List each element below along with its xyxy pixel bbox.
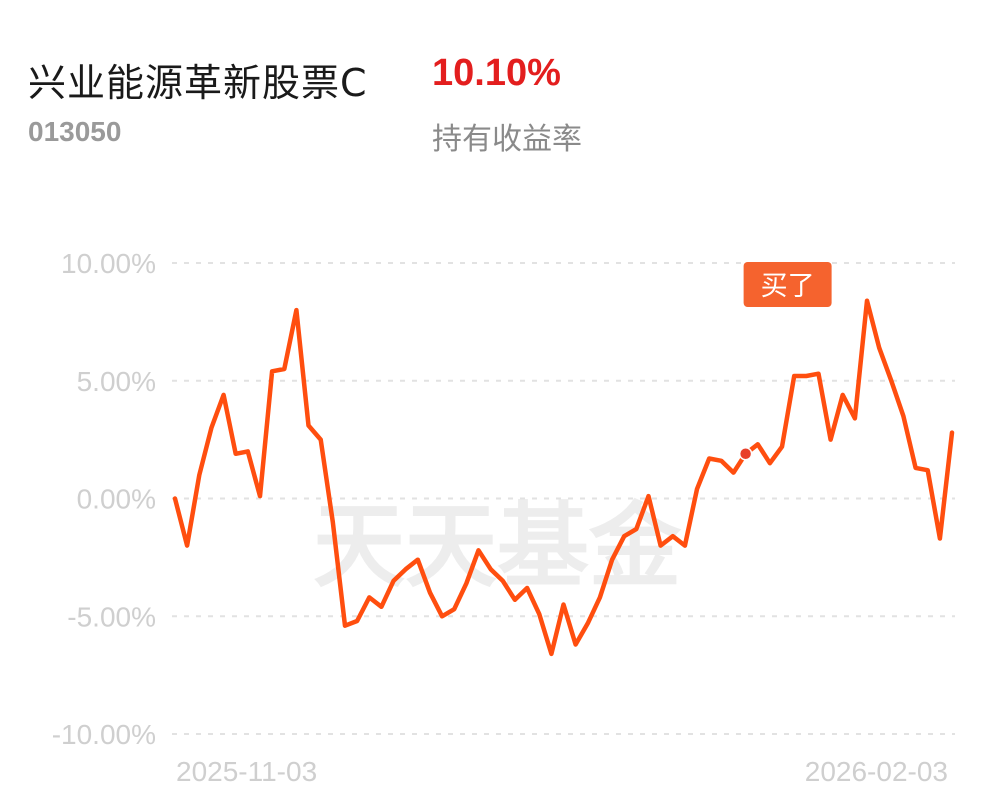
data-point: [659, 544, 663, 548]
y-tick-label: 5.00%: [77, 366, 156, 397]
data-point: [610, 558, 614, 562]
data-point: [586, 621, 590, 625]
data-point: [622, 534, 626, 538]
data-point: [901, 414, 905, 418]
data-point: [683, 544, 687, 548]
data-point: [804, 374, 808, 378]
buy-marker-flag[interactable]: [743, 262, 832, 307]
data-point: [695, 487, 699, 491]
data-point: [914, 466, 918, 470]
data-point: [331, 520, 335, 524]
data-point: [865, 299, 869, 303]
data-point: [537, 612, 541, 616]
data-point: [756, 442, 760, 446]
watermark: 天天基金: [313, 492, 682, 600]
data-point: [780, 445, 784, 449]
buy-marker-label: 买了: [761, 271, 815, 302]
data-point: [464, 581, 468, 585]
data-point: [477, 548, 481, 552]
y-tick-label: 10.00%: [61, 248, 156, 279]
data-point: [440, 614, 444, 618]
data-point: [173, 497, 177, 501]
data-point: [574, 643, 578, 647]
data-point: [379, 605, 383, 609]
data-point: [513, 598, 517, 602]
data-point: [731, 471, 735, 475]
data-point: [792, 374, 796, 378]
data-point: [950, 431, 954, 435]
data-point: [525, 586, 529, 590]
data-point: [319, 438, 323, 442]
y-tick-label: 0.00%: [77, 484, 156, 515]
data-point: [671, 534, 675, 538]
data-point: [707, 456, 711, 460]
data-point: [938, 537, 942, 541]
data-point: [416, 558, 420, 562]
data-point: [719, 459, 723, 463]
data-point: [282, 367, 286, 371]
data-point: [222, 393, 226, 397]
data-point: [270, 369, 274, 373]
data-point: [841, 393, 845, 397]
data-point: [355, 619, 359, 623]
fund-name: 兴业能源革新股票C: [28, 61, 368, 105]
holding-return-value: 10.10%: [432, 52, 561, 94]
data-point: [877, 346, 881, 350]
data-point: [185, 544, 189, 548]
data-point: [634, 527, 638, 531]
data-point: [829, 438, 833, 442]
data-point: [209, 426, 213, 430]
data-point: [646, 494, 650, 498]
data-point: [234, 452, 238, 456]
data-point: [501, 579, 505, 583]
series-line: [172, 298, 955, 657]
data-point: [768, 461, 772, 465]
fund-code: 013050: [28, 116, 122, 147]
data-point: [489, 567, 493, 571]
data-point: [246, 449, 250, 453]
data-point: [926, 468, 930, 472]
y-tick-label: -10.00%: [52, 719, 156, 750]
data-point: [307, 423, 311, 427]
data-point: [258, 494, 262, 498]
y-tick-label: -5.00%: [67, 601, 156, 632]
x-tick-label: 2025-11-03: [176, 756, 317, 787]
data-point: [343, 624, 347, 628]
data-point: [549, 652, 553, 656]
data-point: [392, 579, 396, 583]
holding-return-label: 持有收益率: [432, 122, 582, 157]
data-point: [889, 379, 893, 383]
x-tick-label: 2026-02-03: [805, 756, 948, 787]
data-point: [598, 595, 602, 599]
data-point: [367, 595, 371, 599]
buy-point-dot: [738, 447, 753, 461]
data-point: [404, 567, 408, 571]
data-point: [294, 308, 298, 312]
data-point: [428, 591, 432, 595]
data-point: [452, 607, 456, 611]
data-point: [562, 602, 566, 606]
data-point: [197, 473, 201, 477]
data-point: [816, 372, 820, 376]
data-point: [853, 416, 857, 420]
